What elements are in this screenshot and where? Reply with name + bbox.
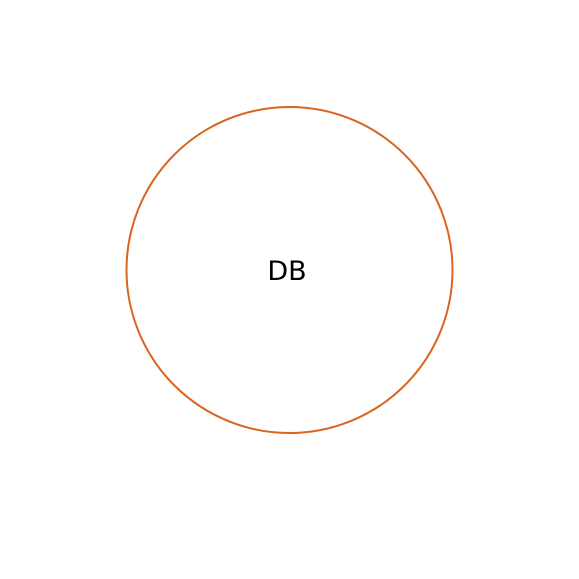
db-node-circle (125, 106, 454, 434)
db-node-label: DB (267, 256, 306, 287)
